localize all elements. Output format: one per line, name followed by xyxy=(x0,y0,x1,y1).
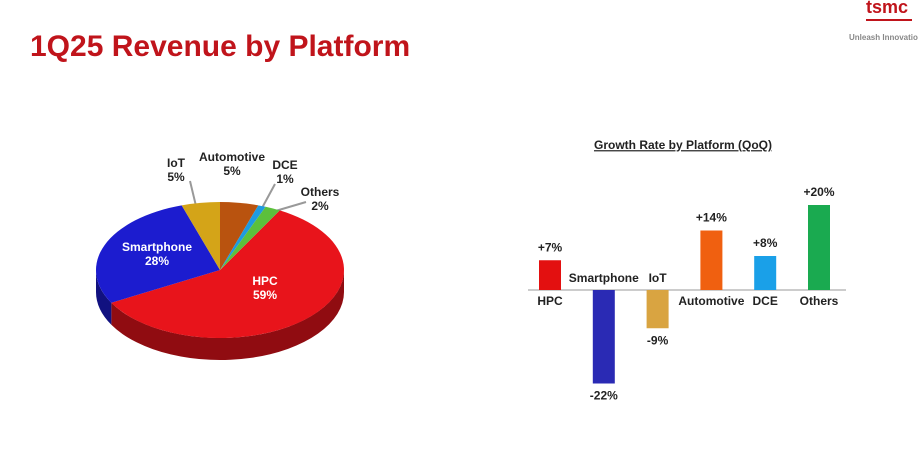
pie-value-label: 5% xyxy=(167,170,185,184)
pie-slice-side xyxy=(111,270,344,360)
pie-value-label: 1% xyxy=(276,172,294,186)
logo-box xyxy=(864,0,918,22)
bar-value-label: +8% xyxy=(753,236,778,250)
bar xyxy=(539,260,561,290)
pie-label: Automotive xyxy=(199,150,265,164)
pie-value-label: 28% xyxy=(145,254,169,268)
bar xyxy=(808,205,830,290)
pie-value-label: 59% xyxy=(253,288,277,302)
pie-slice xyxy=(220,202,259,270)
pie-value-label: 2% xyxy=(311,199,329,213)
pie-slice xyxy=(220,206,280,270)
pie-value-label: 5% xyxy=(223,164,241,178)
pie-label: DCE xyxy=(272,158,297,172)
pie-label: Others xyxy=(301,185,340,199)
slide-title: 1Q25 Revenue by Platform xyxy=(30,30,410,63)
bar-category-label: HPC xyxy=(537,294,563,308)
bar-value-label: -22% xyxy=(590,389,618,403)
bar-value-label: +20% xyxy=(803,185,834,199)
bar xyxy=(592,290,615,384)
leader-line xyxy=(189,180,197,207)
pie-slice xyxy=(96,205,220,303)
bar-value-label: +14% xyxy=(696,211,727,225)
pie-label: IoT xyxy=(167,156,186,170)
bar xyxy=(700,230,723,290)
bar-category-label: IoT xyxy=(649,271,668,285)
bar xyxy=(646,290,669,329)
pie-slice xyxy=(111,210,344,338)
logo-name: tsmc xyxy=(866,0,908,17)
bar-category-label: Others xyxy=(800,294,839,308)
bar-chart-title: Growth Rate by Platform (QoQ) xyxy=(594,138,772,152)
bar-value-label: +7% xyxy=(538,240,563,254)
pie-slice xyxy=(220,205,266,270)
logo-tagline: Unleash Innovation xyxy=(849,33,918,42)
bar xyxy=(754,256,777,290)
pie-slice-side xyxy=(96,270,112,325)
pie-label: Smartphone xyxy=(122,240,192,254)
pie-label: HPC xyxy=(252,274,278,288)
bar-category-label: Smartphone xyxy=(569,271,639,285)
pie-slice xyxy=(181,202,220,270)
bar-category-label: DCE xyxy=(753,294,778,308)
bar-value-label: -9% xyxy=(647,333,669,347)
bar-category-label: Automotive xyxy=(678,294,744,308)
leader-line xyxy=(261,183,276,209)
